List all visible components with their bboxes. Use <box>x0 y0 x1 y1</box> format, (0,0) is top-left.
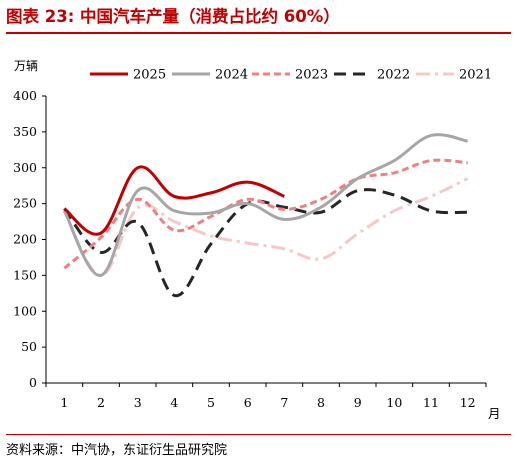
series-line-2023 <box>63 158 468 270</box>
y-tick-label: 50 <box>21 339 37 354</box>
x-tick-label: 7 <box>280 395 288 410</box>
x-tick-label: 8 <box>317 395 325 410</box>
x-ticks: 1 2 3 4 5 6 7 8 9 10 11 12月 <box>45 383 501 421</box>
x-tick-label: 4 <box>170 395 178 410</box>
x-tick-label: 2 <box>97 395 105 410</box>
y-tick-label: 400 <box>13 88 37 103</box>
series-line-2024 <box>63 133 468 277</box>
source-note: 资料来源：中汽协，东证衍生品研究院 <box>6 434 511 458</box>
y-tick-label: 150 <box>13 267 37 282</box>
legend-label-2022: 2022 <box>377 68 410 83</box>
legend-label-2024: 2024 <box>215 68 248 83</box>
x-axis-label: 月 <box>488 406 501 421</box>
axes <box>45 96 486 384</box>
x-tick-label: 1 <box>60 395 68 410</box>
legend-label-2021: 2021 <box>459 68 492 83</box>
x-tick-label: 5 <box>207 395 215 410</box>
legend-label-2023: 2023 <box>295 68 328 83</box>
y-tick-label: 300 <box>13 160 37 175</box>
x-tick-label: 12 <box>460 395 476 410</box>
y-tick-label: 350 <box>13 124 37 139</box>
y-tick-label: 0 <box>29 375 37 390</box>
x-tick-label: 6 <box>244 395 252 410</box>
y-tick-label: 100 <box>13 303 37 318</box>
legend-label-2025: 2025 <box>133 68 166 83</box>
series-line-2025 <box>63 165 285 236</box>
y-tick-label: 250 <box>13 196 37 211</box>
chart-title: 图表 23: 中国汽车产量（消费占比约 60%） <box>6 4 511 34</box>
series-lines <box>63 133 469 297</box>
x-tick-label: 11 <box>423 395 439 410</box>
series-line-2022 <box>63 188 468 297</box>
x-tick-label: 9 <box>354 395 362 410</box>
series-line-2021 <box>63 177 469 277</box>
y-tick-label: 200 <box>13 232 37 247</box>
x-tick-label: 3 <box>134 395 142 410</box>
legend: 2025 2024 2023 2022 2021 <box>90 68 492 83</box>
y-ticks: 0 50 100 150 200 250 300 350 400 <box>13 88 46 390</box>
x-tick-label: 10 <box>386 395 402 410</box>
y-axis-unit: 万辆 <box>14 59 39 73</box>
